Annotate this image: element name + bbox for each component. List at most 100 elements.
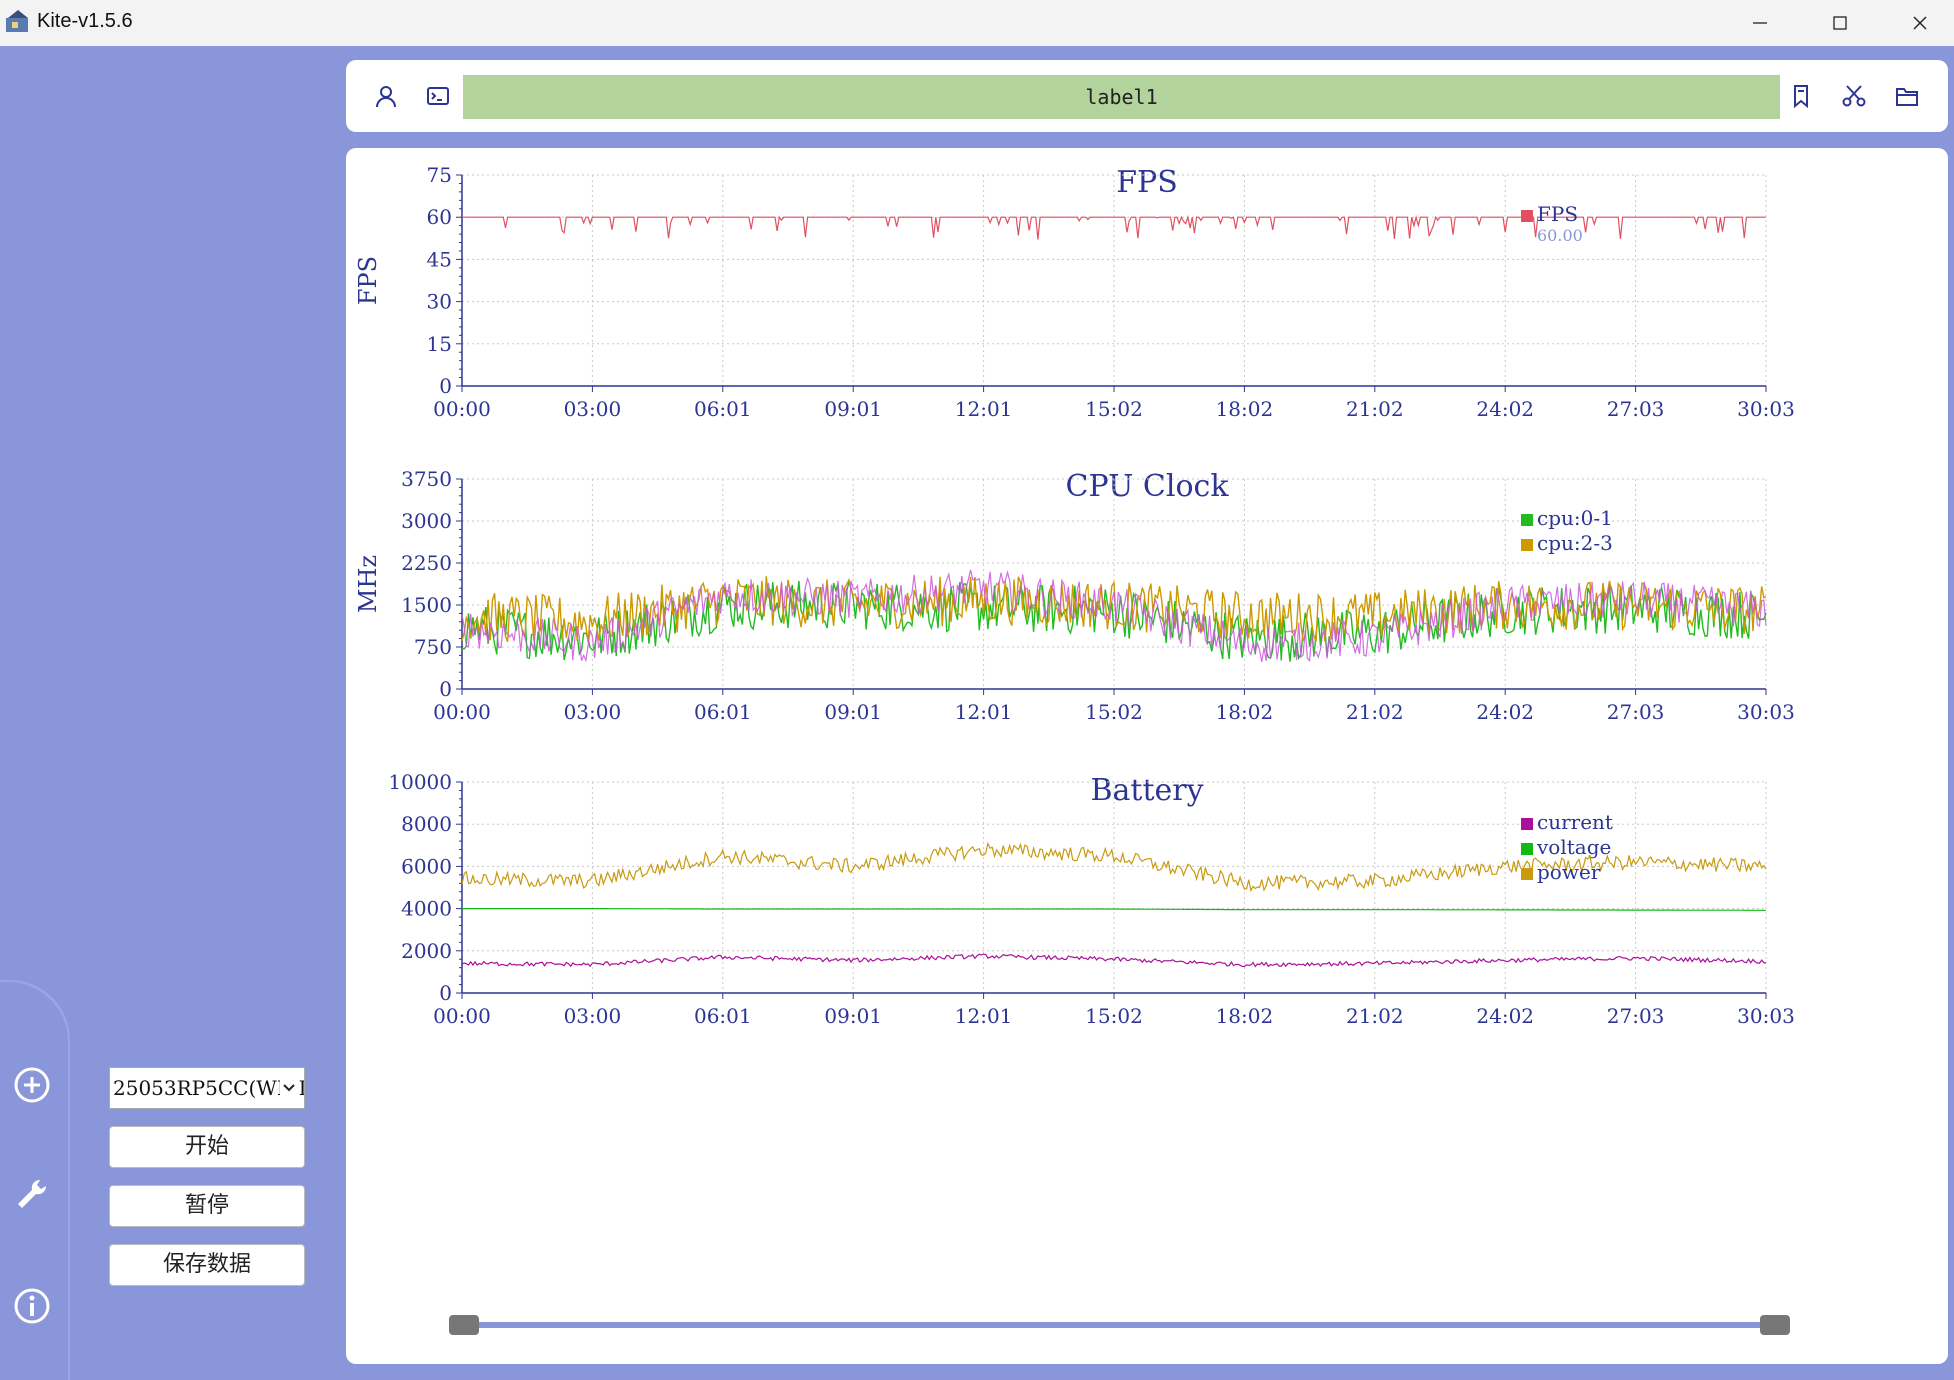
y-tick-label: 0 bbox=[439, 677, 452, 701]
terminal-icon bbox=[427, 87, 449, 105]
minimize-button[interactable] bbox=[1720, 0, 1800, 46]
x-tick-label: 09:01 bbox=[824, 700, 882, 724]
x-tick-label: 27:03 bbox=[1607, 397, 1665, 421]
x-tick-label: 12:01 bbox=[955, 397, 1013, 421]
y-tick-label: 45 bbox=[427, 247, 452, 271]
user-icon bbox=[376, 86, 396, 108]
legend-label: voltage bbox=[1536, 835, 1611, 859]
legend-label: current bbox=[1537, 810, 1613, 834]
bookmark-button[interactable] bbox=[1786, 81, 1816, 111]
range-slider-start-handle[interactable] bbox=[449, 1315, 479, 1335]
x-tick-label: 15:02 bbox=[1085, 397, 1143, 421]
x-tick-label: 03:00 bbox=[564, 1004, 622, 1028]
x-tick-label: 15:02 bbox=[1085, 1004, 1143, 1028]
x-tick-label: 21:02 bbox=[1346, 700, 1404, 724]
device-select[interactable]: 25053RP5CC(WIFI) bbox=[109, 1067, 305, 1109]
y-tick-label: 1500 bbox=[401, 593, 452, 617]
y-tick-label: 10000 bbox=[388, 770, 452, 794]
minimize-icon bbox=[1753, 22, 1767, 24]
x-tick-label: 00:00 bbox=[433, 397, 491, 421]
x-tick-label: 00:00 bbox=[433, 1004, 491, 1028]
open-folder-button[interactable] bbox=[1892, 81, 1922, 111]
legend-value: 60.00 bbox=[1537, 226, 1583, 245]
y-axis-label: FPS bbox=[354, 256, 382, 305]
series-line-current bbox=[461, 953, 1767, 968]
folder-icon bbox=[1896, 88, 1918, 106]
label-field[interactable]: label1 bbox=[463, 75, 1780, 119]
window-title: Kite-v1.5.6 bbox=[37, 10, 133, 32]
add-button[interactable] bbox=[12, 1065, 52, 1105]
settings-button[interactable] bbox=[12, 1174, 52, 1214]
terminal-button[interactable] bbox=[423, 81, 453, 111]
x-tick-label: 30:03 bbox=[1737, 397, 1795, 421]
maximize-button[interactable] bbox=[1800, 0, 1880, 46]
y-tick-label: 8000 bbox=[401, 812, 452, 836]
series-line-FPS bbox=[462, 214, 1766, 240]
add-icon bbox=[14, 1067, 50, 1103]
x-tick-label: 03:00 bbox=[564, 397, 622, 421]
bookmark-icon bbox=[1794, 85, 1808, 109]
series-line-cpu-other bbox=[461, 569, 1767, 663]
series-line-cpu23 bbox=[461, 576, 1767, 643]
x-tick-label: 30:03 bbox=[1737, 700, 1795, 724]
x-tick-label: 27:03 bbox=[1607, 700, 1665, 724]
legend-swatch bbox=[1521, 818, 1533, 830]
legend-swatch bbox=[1521, 210, 1533, 222]
x-tick-label: 09:01 bbox=[824, 1004, 882, 1028]
x-tick-label: 18:02 bbox=[1216, 700, 1274, 724]
range-slider-end-handle[interactable] bbox=[1760, 1315, 1790, 1335]
x-tick-label: 00:00 bbox=[433, 700, 491, 724]
maximize-icon bbox=[1833, 16, 1847, 30]
x-tick-label: 24:02 bbox=[1476, 1004, 1534, 1028]
legend-swatch bbox=[1521, 843, 1533, 855]
x-tick-label: 06:01 bbox=[694, 700, 752, 724]
y-tick-label: 15 bbox=[427, 332, 452, 356]
y-tick-label: 30 bbox=[427, 290, 452, 314]
close-button[interactable] bbox=[1880, 0, 1954, 46]
charts-svg: FPS 00:00 03:00 06:01 09:01 12:01 15:02 18:02 21… bbox=[354, 163, 1795, 1335]
x-tick-label: 27:03 bbox=[1607, 1004, 1665, 1028]
chart-title: Battery bbox=[1090, 773, 1203, 808]
x-tick-label: 09:01 bbox=[824, 397, 882, 421]
user-button[interactable] bbox=[371, 81, 401, 111]
cut-icon bbox=[1842, 85, 1866, 107]
y-axis-label: MHz bbox=[354, 555, 382, 613]
y-tick-label: 2000 bbox=[401, 939, 452, 963]
x-tick-label: 24:02 bbox=[1476, 397, 1534, 421]
about-button[interactable] bbox=[12, 1286, 52, 1326]
y-tick-label: 75 bbox=[427, 163, 452, 187]
x-tick-label: 18:02 bbox=[1216, 1004, 1274, 1028]
close-icon bbox=[1913, 16, 1927, 30]
y-tick-label: 2250 bbox=[401, 551, 452, 575]
info-icon bbox=[14, 1288, 50, 1324]
cut-button[interactable] bbox=[1839, 81, 1869, 111]
legend-label: cpu:0-1 bbox=[1537, 506, 1613, 530]
x-tick-label: 24:02 bbox=[1476, 700, 1534, 724]
charts-panel: FPS 00:00 03:00 06:01 09:01 12:01 15:02 18:02 21… bbox=[346, 148, 1948, 1364]
legend-label: FPS bbox=[1537, 202, 1578, 226]
sidebar-tool-panel bbox=[0, 980, 70, 1380]
x-tick-label: 12:01 bbox=[955, 700, 1013, 724]
pause-button[interactable]: 暂停 bbox=[109, 1185, 305, 1227]
legend-swatch bbox=[1521, 514, 1533, 526]
start-button[interactable]: 开始 bbox=[109, 1126, 305, 1168]
y-tick-label: 60 bbox=[427, 205, 452, 229]
series-line-voltage bbox=[462, 908, 1766, 911]
save-data-button[interactable]: 保存数据 bbox=[109, 1244, 305, 1286]
chart-title: CPU Clock bbox=[1065, 469, 1229, 504]
legend-swatch bbox=[1521, 539, 1533, 551]
legend-label: cpu:2-3 bbox=[1537, 531, 1613, 555]
y-tick-label: 3750 bbox=[401, 467, 452, 491]
series-line-power bbox=[461, 841, 1767, 893]
x-tick-label: 03:00 bbox=[564, 700, 622, 724]
y-tick-label: 6000 bbox=[401, 854, 452, 878]
y-tick-label: 750 bbox=[414, 635, 452, 659]
title-bar: Kite-v1.5.6 bbox=[0, 0, 1954, 46]
x-tick-label: 18:02 bbox=[1216, 397, 1274, 421]
legend-label: power bbox=[1537, 860, 1601, 884]
y-tick-label: 0 bbox=[439, 374, 452, 398]
x-tick-label: 30:03 bbox=[1737, 1004, 1795, 1028]
chevron-down-icon bbox=[280, 1068, 298, 1108]
y-tick-label: 0 bbox=[439, 981, 452, 1005]
top-toolbar: label1 bbox=[346, 60, 1948, 132]
